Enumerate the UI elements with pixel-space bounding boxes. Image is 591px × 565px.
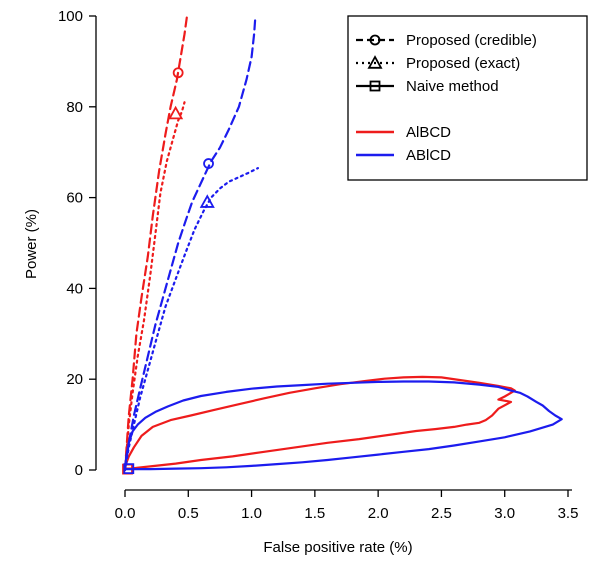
series-line bbox=[123, 167, 259, 472]
y-tick-label: 80 bbox=[66, 99, 83, 116]
legend-box bbox=[347, 15, 588, 181]
legend-partition-label: AlBCD bbox=[406, 124, 451, 141]
x-tick-label: 0.5 bbox=[178, 505, 199, 522]
y-tick-label: 0 bbox=[75, 462, 83, 479]
y-ticks: 0 20 40 60 80 100 bbox=[58, 8, 96, 479]
legend-method-label: Proposed (credible) bbox=[406, 32, 537, 49]
x-ticks: 0.0 0.5 1.0 1.5 2.0 2.5 3.0 3.5 bbox=[115, 490, 579, 522]
series-marker bbox=[203, 158, 214, 169]
series-line bbox=[123, 14, 189, 472]
series-marker bbox=[172, 67, 184, 79]
legend-partition-label: ABlCD bbox=[406, 147, 451, 164]
y-tick-label: 100 bbox=[58, 8, 83, 25]
x-tick-label: 3.0 bbox=[494, 505, 515, 522]
series-marker bbox=[199, 194, 215, 208]
axes bbox=[95, 16, 572, 491]
x-tick-label: 1.0 bbox=[241, 505, 262, 522]
legend-method-marker bbox=[369, 80, 381, 92]
legend-method-label: Proposed (exact) bbox=[406, 55, 520, 72]
x-tick-label: 0.0 bbox=[115, 505, 136, 522]
y-tick-label: 60 bbox=[66, 190, 83, 207]
y-tick-label: 20 bbox=[66, 371, 83, 388]
x-tick-label: 3.5 bbox=[558, 505, 579, 522]
series-line bbox=[123, 14, 257, 472]
series-line bbox=[123, 380, 563, 471]
x-tick-label: 2.0 bbox=[368, 505, 389, 522]
series-line bbox=[123, 375, 516, 470]
x-axis-title: False positive rate (%) bbox=[263, 539, 412, 556]
legend-items: Proposed (credible) Proposed (exact) Naive… bbox=[356, 32, 537, 164]
series-line bbox=[123, 101, 186, 472]
x-tick-label: 1.5 bbox=[304, 505, 325, 522]
series-marker bbox=[168, 105, 184, 120]
series-marker bbox=[123, 463, 135, 475]
legend: Proposed (credible) Proposed (exact) Naive… bbox=[347, 15, 588, 181]
legend-method-marker bbox=[367, 55, 383, 69]
plot-area bbox=[122, 14, 563, 475]
x-tick-label: 2.5 bbox=[431, 505, 452, 522]
y-tick-label: 40 bbox=[66, 280, 83, 297]
y-axis-title: Power (%) bbox=[23, 209, 40, 279]
legend-method-marker bbox=[369, 34, 381, 46]
legend-method-label: Naive method bbox=[406, 78, 499, 95]
